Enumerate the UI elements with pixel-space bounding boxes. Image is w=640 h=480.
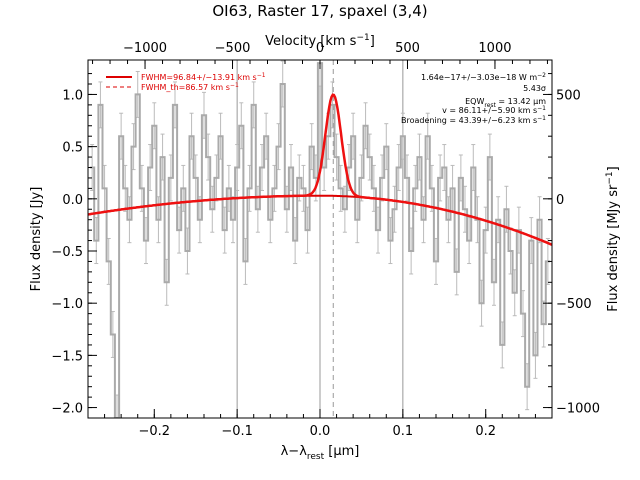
y-tick-label: 0.0: [62, 193, 83, 208]
y-tick-label: −1.5: [51, 349, 83, 364]
y-tick-label: −1.0: [51, 297, 83, 312]
annotation-broadening: Broadening = 43.39+/−6.23 km s−1: [401, 115, 546, 125]
x-tick-label: 0.0: [310, 424, 331, 439]
x-tick-label: 0.1: [393, 424, 414, 439]
axis-ticks: −0.2 −0.1 0.0 0.1 0.2 −1000 −500 0 500 1000 −2.0 −1…: [51, 41, 600, 439]
top-tick-label: 500: [395, 41, 420, 56]
annotation-sigma: 5.43σ: [523, 84, 546, 93]
top-tick-label: −1000: [123, 41, 167, 56]
top-tick-label: 1000: [478, 41, 511, 56]
top-axis-label: Velocity [km s−1]: [265, 33, 375, 49]
legend-label-fwhm-th: FWHM_th=86.57 km s−1: [141, 82, 239, 92]
gaussian-fit-line: [88, 93, 552, 246]
x-tick-label: 0.2: [475, 424, 496, 439]
annotation-velocity: v = 86.11+/−5.90 km s−1: [442, 105, 546, 115]
right-tick-label: −1000: [556, 402, 600, 417]
top-tick-label: 0: [316, 41, 324, 56]
y-tick-label: 1.0: [62, 88, 83, 103]
x-axis-label: λ−λrest [μm]: [281, 444, 360, 462]
right-tick-label: 0: [556, 193, 564, 208]
y-axis-label: Flux density [Jy]: [29, 187, 44, 292]
right-tick-label: 500: [556, 88, 581, 103]
annotation-flux: 1.64e−17+/−3.03e−18 W m−2: [421, 72, 546, 82]
y-tick-label: −2.0: [51, 402, 83, 417]
fit-annotations: 1.64e−17+/−3.03e−18 W m−2 5.43σ EQWrest …: [401, 72, 546, 125]
y-tick-label: 0.5: [62, 141, 83, 156]
top-tick-label: −500: [215, 41, 251, 56]
right-axis-label: Flux density [MJy sr−1]: [605, 166, 621, 311]
x-tick-label: −0.1: [221, 424, 253, 439]
legend-label-fwhm: FWHM=96.84+/−13.91 km s−1: [141, 72, 266, 82]
right-tick-label: −500: [556, 297, 592, 312]
x-tick-label: −0.2: [138, 424, 170, 439]
y-tick-label: −0.5: [51, 245, 83, 260]
chart-title: OI63, Raster 17, spaxel (3,4): [212, 2, 427, 20]
legend: FWHM=96.84+/−13.91 km s−1 FWHM_th=86.57 …: [106, 72, 266, 92]
